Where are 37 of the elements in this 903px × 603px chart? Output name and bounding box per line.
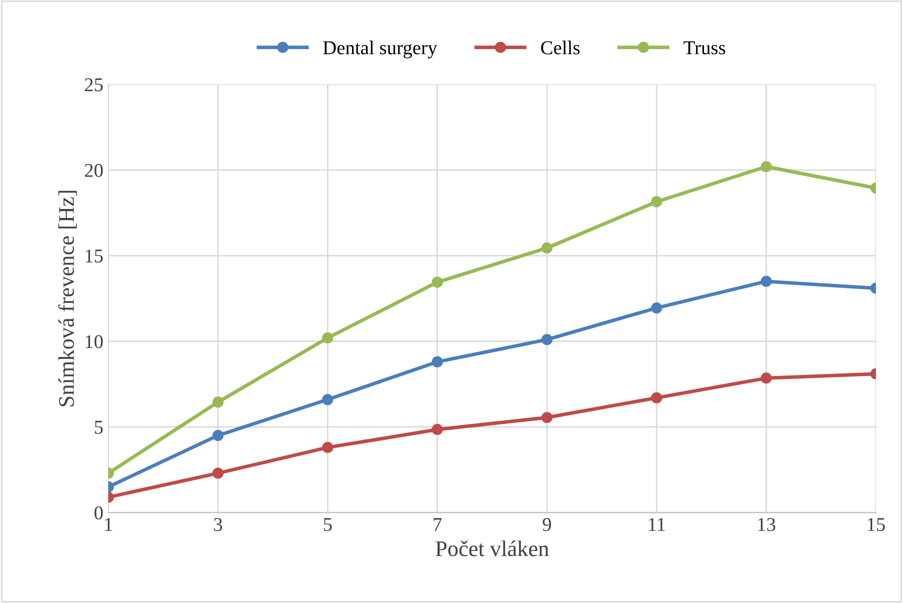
x-tick-label: 9 <box>542 518 552 532</box>
y-tick-label: 20 <box>84 164 103 177</box>
point <box>651 196 662 208</box>
x-tick-label: 7 <box>434 518 442 531</box>
point <box>760 161 772 172</box>
y-axis-title: Snímková frevence [Hz] <box>58 190 77 406</box>
y-tick-label: 5 <box>94 420 103 434</box>
x-tick-label: 5 <box>324 518 332 532</box>
x-tick-label: 11 <box>648 518 665 531</box>
point <box>322 332 334 344</box>
point <box>541 334 553 346</box>
point <box>212 430 224 442</box>
point <box>760 276 772 287</box>
x-tick-label: 15 <box>868 518 885 532</box>
point <box>322 394 334 406</box>
x-tick-label: 3 <box>214 518 222 532</box>
x-tick-label: 13 <box>758 518 776 532</box>
legend-label: Truss <box>684 41 726 54</box>
point <box>651 392 662 404</box>
legend-label: Cells <box>541 40 580 54</box>
x-tick-label: 1 <box>105 518 112 531</box>
point <box>322 442 334 454</box>
point <box>432 356 443 368</box>
y-tick-label: 10 <box>86 335 103 348</box>
y-tick-label: 0 <box>94 506 103 520</box>
point <box>432 424 443 436</box>
x-axis-title: Počet vláken <box>436 540 549 556</box>
point <box>541 412 553 424</box>
y-tick-label: 25 <box>84 78 103 92</box>
point <box>651 302 662 314</box>
point <box>760 372 772 384</box>
y-tick-label: 15 <box>86 250 103 263</box>
point <box>212 468 224 479</box>
legend-label: Dental surgery <box>323 40 438 58</box>
point <box>541 242 553 254</box>
point <box>432 276 443 288</box>
point <box>212 396 224 408</box>
